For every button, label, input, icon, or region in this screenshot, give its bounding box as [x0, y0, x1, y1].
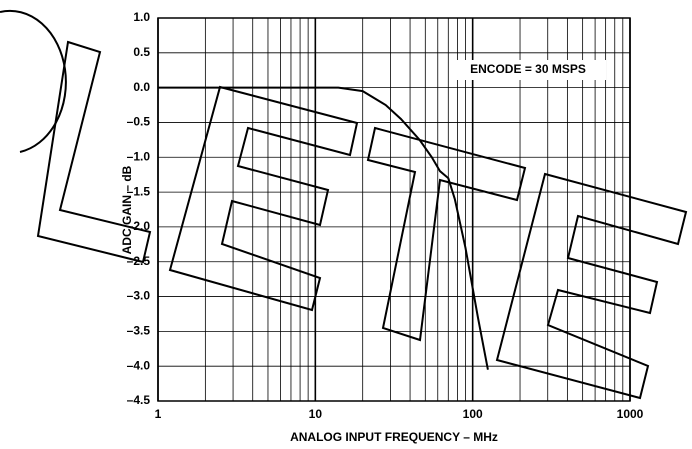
y-tick-label: 0.0	[133, 80, 150, 94]
y-tick-label: –3.5	[127, 324, 151, 338]
x-tick-label: 1	[155, 407, 162, 421]
y-tick-label: –4.5	[127, 393, 151, 407]
y-tick-label: –2.0	[127, 219, 151, 233]
y-tick-label: –3.0	[127, 289, 151, 303]
y-tick-label: –1.0	[127, 149, 151, 163]
plot-border	[157, 17, 631, 402]
watermark-letter	[0, 9, 67, 153]
x-tick-label: 100	[463, 407, 483, 421]
y-axis-label: ADC GAIN – dB	[120, 165, 134, 254]
x-tick-label: 10	[309, 407, 323, 421]
y-tick-label: 1.0	[133, 10, 150, 24]
plot-area	[157, 17, 631, 402]
y-tick-label: –2.5	[127, 254, 151, 268]
x-tick-label: 1000	[617, 407, 644, 421]
watermark-letter	[495, 172, 688, 400]
y-tick-label: –4.0	[127, 358, 151, 372]
y-tick-label: 0.5	[133, 45, 150, 59]
watermark-letter	[366, 126, 527, 342]
data-line	[158, 86, 489, 370]
y-tick-label: –1.5	[127, 184, 151, 198]
watermark-letter	[168, 85, 359, 312]
annotation-box	[450, 60, 606, 80]
y-tick-label: –0.5	[127, 115, 151, 129]
annotation: ENCODE = 30 MSPS	[470, 62, 586, 76]
x-axis-label: ANALOG INPUT FREQUENCY – MHz	[290, 430, 498, 444]
watermark-letter	[36, 40, 152, 264]
watermark	[0, 9, 688, 400]
